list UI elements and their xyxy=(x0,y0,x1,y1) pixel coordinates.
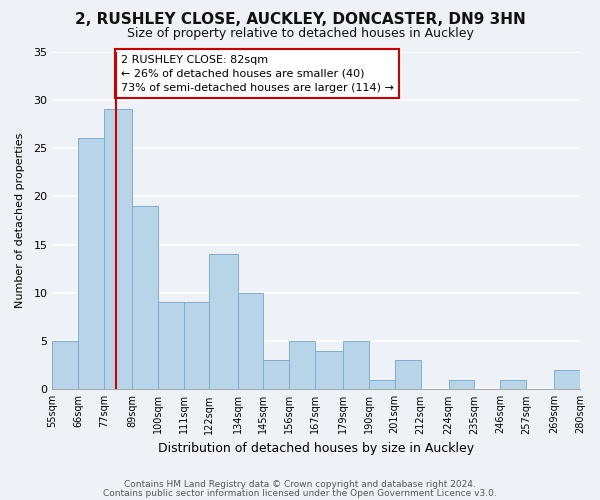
Bar xyxy=(158,302,184,390)
Bar xyxy=(263,360,289,390)
Bar xyxy=(78,138,104,390)
Bar xyxy=(395,360,421,390)
Bar xyxy=(52,341,78,390)
Bar xyxy=(554,370,580,390)
Bar xyxy=(369,380,395,390)
Text: Contains HM Land Registry data © Crown copyright and database right 2024.: Contains HM Land Registry data © Crown c… xyxy=(124,480,476,489)
X-axis label: Distribution of detached houses by size in Auckley: Distribution of detached houses by size … xyxy=(158,442,474,455)
Bar xyxy=(315,350,343,390)
Bar xyxy=(209,254,238,390)
Text: 2 RUSHLEY CLOSE: 82sqm
← 26% of detached houses are smaller (40)
73% of semi-det: 2 RUSHLEY CLOSE: 82sqm ← 26% of detached… xyxy=(121,55,394,93)
Text: Size of property relative to detached houses in Auckley: Size of property relative to detached ho… xyxy=(127,28,473,40)
Bar xyxy=(449,380,475,390)
Text: 2, RUSHLEY CLOSE, AUCKLEY, DONCASTER, DN9 3HN: 2, RUSHLEY CLOSE, AUCKLEY, DONCASTER, DN… xyxy=(74,12,526,28)
Bar xyxy=(289,341,315,390)
Bar xyxy=(500,380,526,390)
Bar xyxy=(132,206,158,390)
Bar xyxy=(184,302,209,390)
Bar xyxy=(238,293,263,390)
Text: Contains public sector information licensed under the Open Government Licence v3: Contains public sector information licen… xyxy=(103,488,497,498)
Y-axis label: Number of detached properties: Number of detached properties xyxy=(15,132,25,308)
Bar xyxy=(343,341,369,390)
Bar xyxy=(104,110,132,390)
